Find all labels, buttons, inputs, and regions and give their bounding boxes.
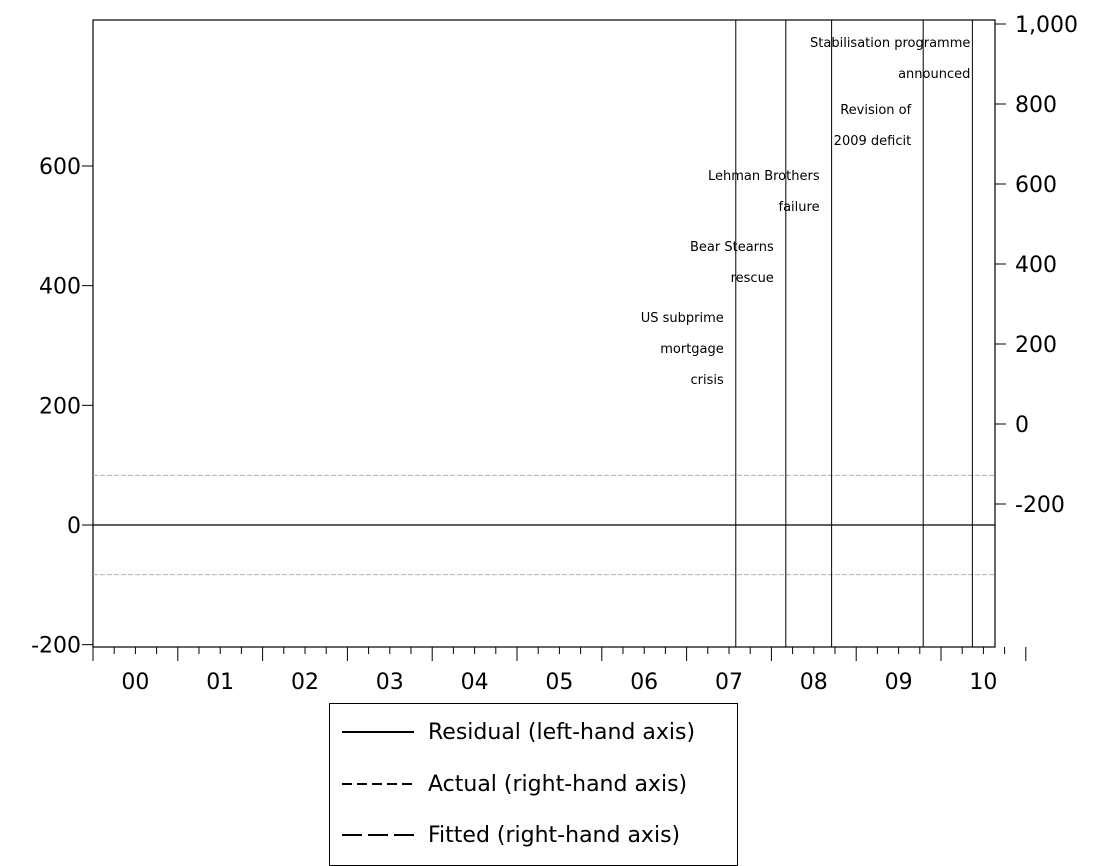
left-axis-tick-label: 0 bbox=[67, 514, 81, 539]
legend-label: Residual (left-hand axis) bbox=[428, 719, 696, 745]
x-axis-tick-label: 09 bbox=[885, 670, 913, 695]
x-axis-tick-label: 03 bbox=[376, 670, 404, 695]
event-annotation-label: announced bbox=[898, 67, 970, 82]
legend-item-actual: Actual (right-hand axis) bbox=[342, 766, 687, 802]
right-axis-tick-label: 600 bbox=[1015, 173, 1057, 198]
legend-item-residual: Residual (left-hand axis) bbox=[342, 714, 695, 750]
x-axis-tick-label: 08 bbox=[800, 670, 828, 695]
right-axis-tick-label: 800 bbox=[1015, 93, 1057, 118]
x-axis-tick-label: 10 bbox=[969, 670, 997, 695]
legend-label: Actual (right-hand axis) bbox=[428, 771, 688, 797]
legend-item-fitted: Fitted (right-hand axis) bbox=[342, 817, 680, 853]
right-axis-tick-label: 400 bbox=[1015, 253, 1057, 278]
event-annotation-label: crisis bbox=[691, 373, 724, 388]
x-axis-tick-label: 06 bbox=[630, 670, 658, 695]
event-annotation-label: mortgage bbox=[660, 342, 724, 357]
right-axis-tick-label: 0 bbox=[1015, 413, 1029, 438]
x-axis-tick-label: 04 bbox=[461, 670, 489, 695]
event-annotation-label: 2009 deficit bbox=[834, 134, 912, 149]
right-axis-tick-label: -200 bbox=[1015, 493, 1065, 518]
event-annotation-label: US subprime bbox=[641, 311, 724, 326]
legend-swatch-short-dash bbox=[342, 783, 414, 785]
right-axis-tick-label: 200 bbox=[1015, 333, 1057, 358]
legend: Residual (left-hand axis) Actual (right-… bbox=[329, 703, 738, 866]
left-axis-tick-label: 200 bbox=[39, 394, 81, 419]
x-axis-tick-label: 01 bbox=[206, 670, 234, 695]
event-annotation-label: Bear Stearns bbox=[690, 240, 774, 255]
event-annotation-label: Lehman Brothers bbox=[708, 169, 820, 184]
left-axis-tick-label: 600 bbox=[39, 155, 81, 180]
event-annotation-label: Stabilisation programme bbox=[810, 36, 970, 51]
left-axis-tick-label: 400 bbox=[39, 275, 81, 300]
legend-swatch-long-dash bbox=[342, 834, 414, 836]
event-annotation-label: Revision of bbox=[840, 103, 911, 118]
legend-label: Fitted (right-hand axis) bbox=[428, 822, 681, 848]
x-axis-tick-label: 07 bbox=[715, 670, 743, 695]
x-axis-tick-label: 00 bbox=[121, 670, 149, 695]
legend-swatch-solid bbox=[342, 731, 414, 733]
event-annotation-label: failure bbox=[779, 200, 820, 215]
x-axis-tick-label: 05 bbox=[545, 670, 573, 695]
event-annotation-label: rescue bbox=[731, 271, 774, 286]
plot-frame bbox=[92, 19, 996, 648]
x-axis-tick-label: 02 bbox=[291, 670, 319, 695]
left-axis-tick-label: -200 bbox=[31, 634, 81, 659]
right-axis-tick-label: 1,000 bbox=[1015, 13, 1078, 38]
